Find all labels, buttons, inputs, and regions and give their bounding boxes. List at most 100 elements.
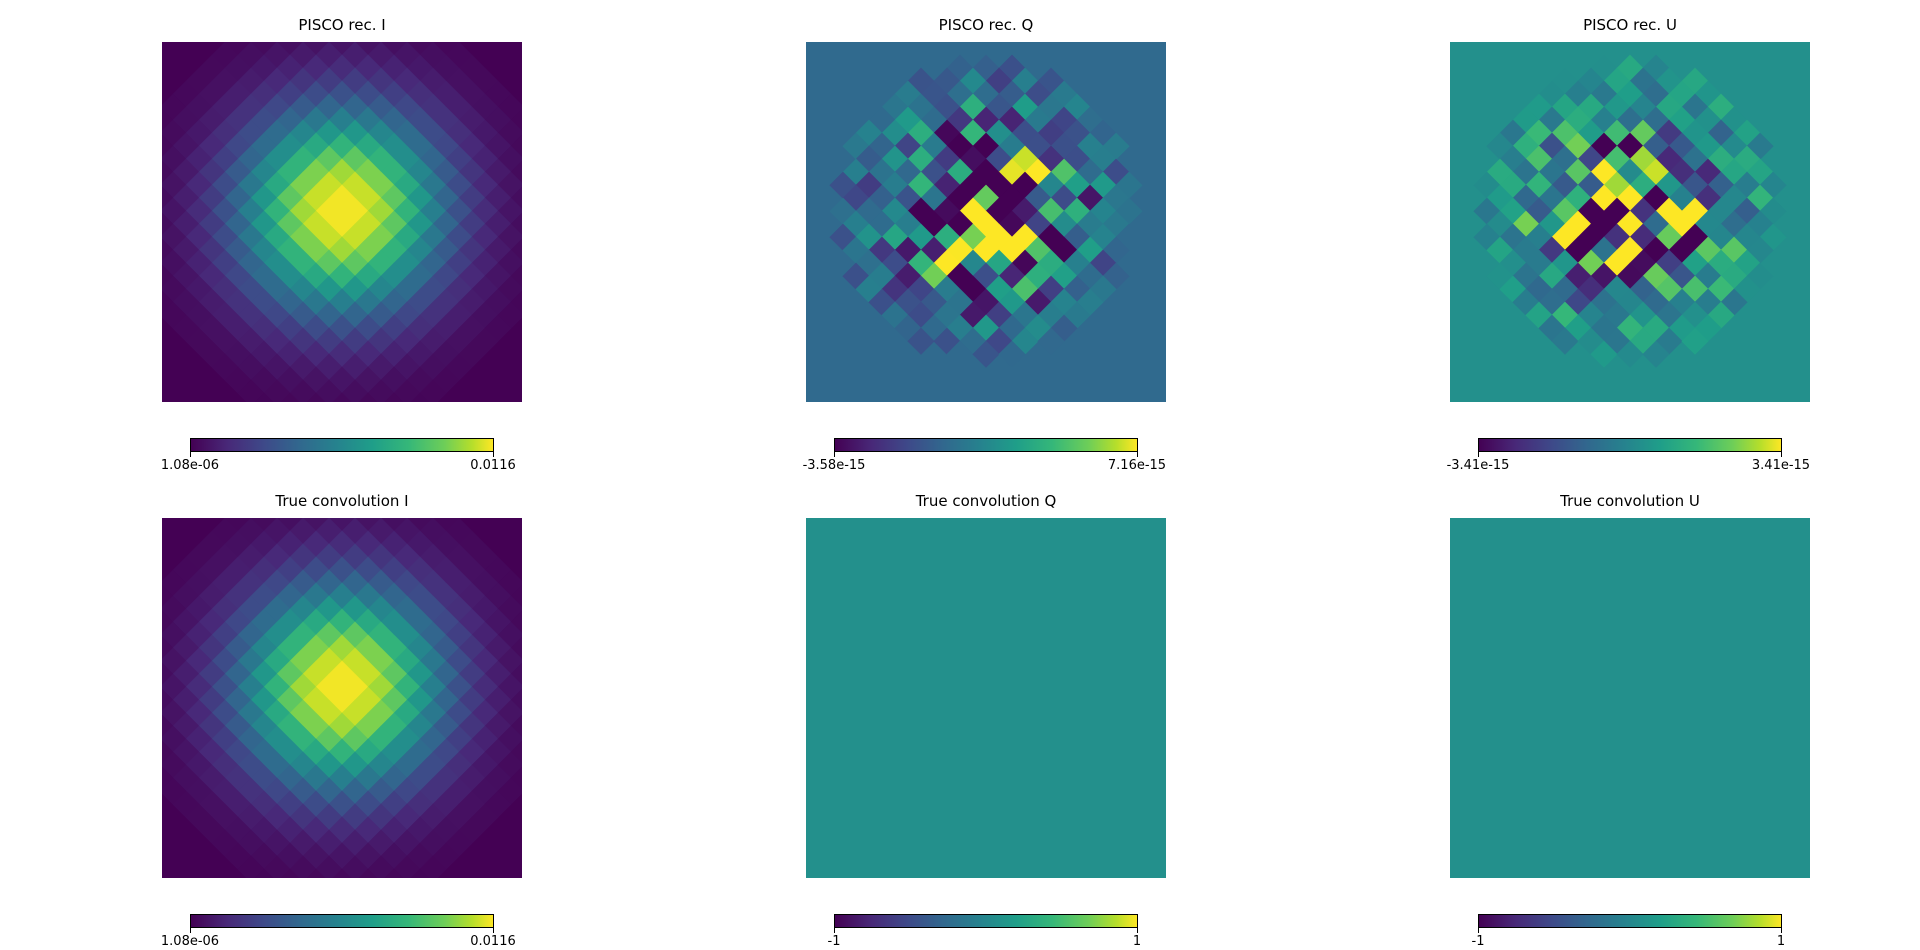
heatmap-cell: [497, 699, 522, 727]
colorbar-tick-max: [1137, 928, 1138, 933]
heatmap-cell: [341, 518, 369, 545]
heatmap-cell: [172, 80, 200, 108]
heatmap-cell: [419, 379, 447, 402]
heatmap-cell: [198, 790, 226, 818]
heatmap-cell: [162, 673, 187, 701]
heatmap-cell: [341, 379, 369, 402]
heatmap-cell: [198, 132, 226, 160]
heatmap-cell: [497, 751, 522, 779]
heatmap-cell: [315, 275, 343, 303]
heatmap-cell: [224, 340, 252, 368]
heatmap-cell: [172, 764, 200, 792]
colorbar-tick-min: [1478, 452, 1479, 457]
heatmap-cell: [224, 842, 252, 870]
colorbar: [834, 438, 1138, 452]
heatmap-cell: [211, 777, 239, 805]
heatmap-cell: [497, 301, 522, 329]
heatmap-image: [162, 518, 522, 878]
heatmap-cell: [198, 314, 226, 342]
heatmap-cell: [162, 662, 174, 686]
heatmap-cell: [162, 766, 174, 790]
heatmap-cell: [198, 236, 226, 264]
heatmap-cell: [406, 42, 434, 56]
heatmap-cell: [380, 42, 408, 56]
heatmap-cell: [393, 42, 421, 69]
colorbar-tick-min: [190, 452, 191, 457]
heatmap-cell: [211, 301, 239, 329]
heatmap-cell: [354, 518, 382, 532]
heatmap-cell: [162, 186, 174, 210]
heatmap-cell: [497, 93, 522, 121]
heatmap-cell: [263, 42, 291, 69]
heatmap-cell: [162, 264, 174, 288]
heatmap-cell: [497, 673, 522, 701]
heatmap-cell: [237, 353, 265, 381]
heatmap-cell: [315, 518, 343, 545]
heatmap-cell: [162, 636, 174, 660]
heatmap-cell: [224, 106, 252, 134]
heatmap-cell: [510, 160, 522, 184]
heatmap-cell: [162, 725, 187, 753]
heatmap-cell: [497, 647, 522, 675]
heatmap-cell: [250, 518, 278, 532]
heatmap-cell: [237, 145, 265, 173]
heatmap-cell: [510, 740, 522, 764]
heatmap-cell: [211, 223, 239, 251]
panel-title: PISCO rec. U: [1583, 16, 1677, 34]
heatmap-cell: [162, 647, 187, 675]
heatmap-cell: [162, 621, 187, 649]
heatmap-cell: [185, 119, 213, 147]
heatmap-cell: [254, 392, 274, 402]
heatmap-cell: [185, 249, 213, 277]
heatmap-cell: [510, 610, 522, 634]
heatmap-cell: [162, 108, 174, 132]
heatmap-cell: [306, 868, 326, 878]
heatmap-cell: [432, 518, 460, 532]
heatmap-cell: [162, 171, 187, 199]
heatmap-cell: [315, 379, 343, 402]
heatmap-cell: [497, 777, 522, 805]
heatmap-cell: [263, 275, 291, 303]
heatmap-cell: [211, 145, 239, 173]
heatmap-cell: [185, 803, 213, 831]
heatmap-cell: [237, 777, 265, 805]
heatmap-cell: [410, 868, 430, 878]
heatmap-cell: [497, 145, 522, 173]
heatmap-cell: [224, 314, 252, 342]
panel-pisco-rec-i: PISCO rec. I 1.08e-06 0.0116: [161, 14, 522, 473]
heatmap-cell: [432, 42, 460, 56]
heatmap-cell: [162, 223, 187, 251]
heatmap-cell: [162, 134, 174, 158]
heatmap-cell: [250, 210, 278, 238]
heatmap-cell: [250, 54, 278, 82]
heatmap-cell: [510, 108, 522, 132]
heatmap-image: [1450, 518, 1810, 878]
heatmap-cell: [198, 210, 226, 238]
heatmap-cell: [250, 158, 278, 186]
heatmap-cell: [289, 275, 317, 303]
heatmap-svg: [1450, 518, 1810, 878]
heatmap-cell: [315, 855, 343, 878]
heatmap-cell: [162, 595, 187, 623]
heatmap-cell: [510, 264, 522, 288]
heatmap-cell: [510, 636, 522, 660]
heatmap-cell: [162, 740, 174, 764]
heatmap-cell: [237, 855, 265, 878]
heatmap-cell: [172, 790, 200, 818]
heatmap-cell: [393, 518, 421, 545]
heatmap-svg: [1450, 42, 1810, 402]
heatmap-cell: [497, 275, 522, 303]
heatmap-cell: [162, 584, 174, 608]
heatmap-cell: [172, 158, 200, 186]
heatmap-cell: [162, 714, 174, 738]
heatmap-cell: [211, 803, 239, 831]
colorbar: [190, 914, 494, 928]
heatmap-cell: [358, 392, 378, 402]
heatmap-cell: [393, 379, 421, 402]
heatmap-cell: [237, 67, 265, 95]
heatmap-cell: [250, 42, 278, 56]
heatmap-cell: [162, 119, 187, 147]
heatmap-cell: [198, 184, 226, 212]
heatmap-cell: [367, 42, 395, 69]
heatmap-cell: [341, 275, 369, 303]
